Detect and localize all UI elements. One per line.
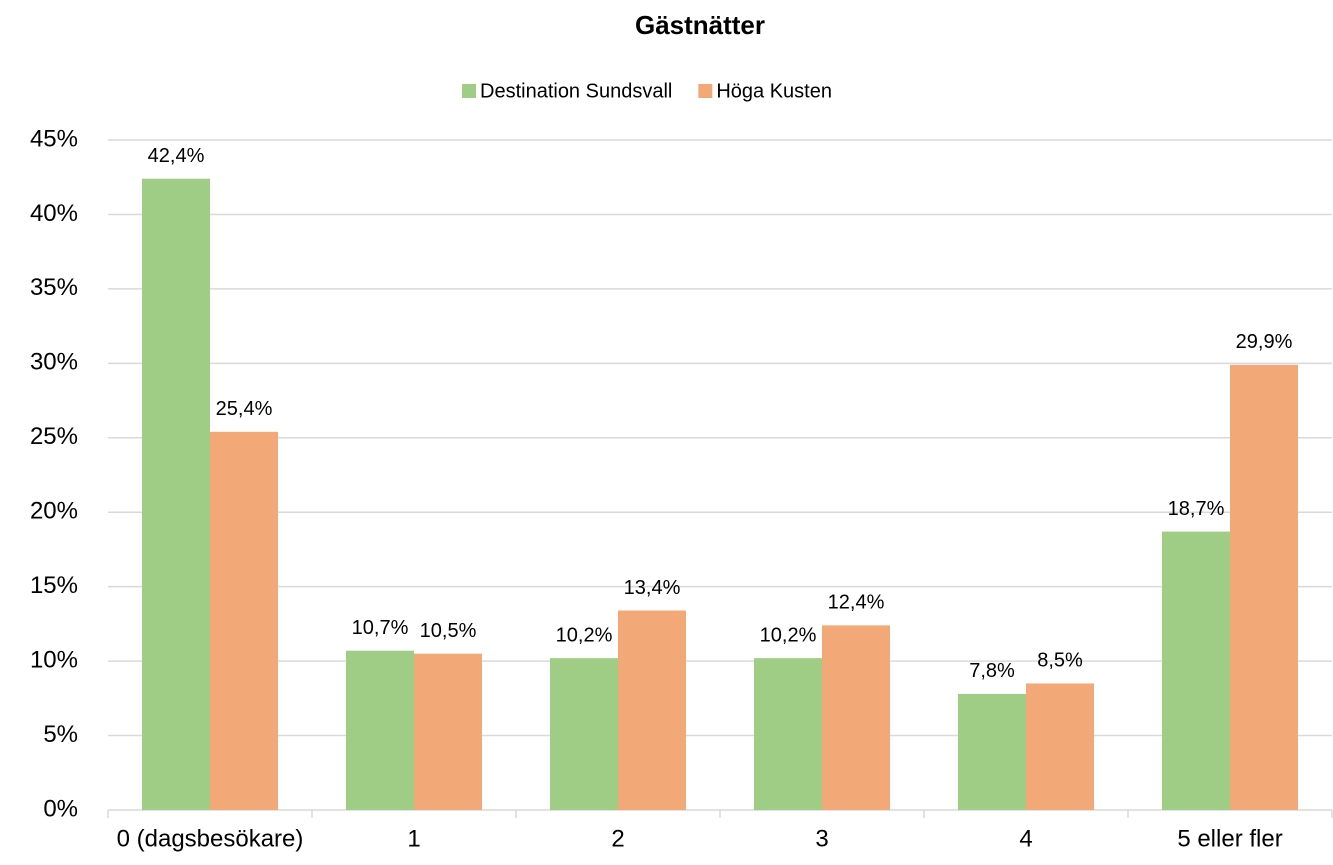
value-label: 13,4% [624,577,681,599]
bar [142,178,210,810]
bar [754,658,822,810]
bar [1230,364,1298,810]
y-tick-label: 20% [30,498,78,525]
x-tick-label: 3 [815,825,828,852]
y-tick-label: 25% [30,423,78,450]
bar [414,653,482,810]
x-tick-label: 5 eller fler [1177,825,1282,852]
chart-title: Gästnätter [635,10,765,40]
value-label: 18,7% [1168,498,1225,520]
bar [1162,531,1230,810]
x-tick-label: 1 [407,825,420,852]
bar [210,431,278,810]
y-tick-label: 0% [43,795,78,822]
legend-label: Destination Sundsvall [480,80,672,102]
bar [822,625,890,810]
bar [1026,683,1094,810]
y-tick-label: 35% [30,274,78,301]
y-tick-label: 30% [30,349,78,376]
value-label: 10,2% [556,624,613,646]
legend-swatch [462,84,476,98]
x-tick-label: 2 [611,825,624,852]
value-label: 10,2% [760,624,817,646]
bar [618,610,686,810]
y-tick-label: 15% [30,572,78,599]
bar [346,650,414,810]
value-label: 8,5% [1037,650,1083,672]
value-label: 25,4% [216,398,273,420]
value-label: 7,8% [969,660,1015,682]
x-tick-label: 0 (dagsbesökare) [117,825,304,852]
y-tick-label: 40% [30,200,78,227]
bar [958,693,1026,810]
value-label: 10,5% [420,620,477,642]
y-tick-label: 10% [30,646,78,673]
legend-swatch [698,84,713,98]
bar [550,658,618,810]
x-tick-label: 4 [1019,825,1032,852]
legend-label: Höga Kusten [716,80,832,102]
y-tick-label: 5% [43,721,78,748]
value-label: 29,9% [1236,331,1293,353]
value-label: 42,4% [148,145,205,167]
value-label: 12,4% [828,592,885,614]
value-label: 10,7% [352,617,409,639]
y-tick-label: 45% [30,125,78,152]
